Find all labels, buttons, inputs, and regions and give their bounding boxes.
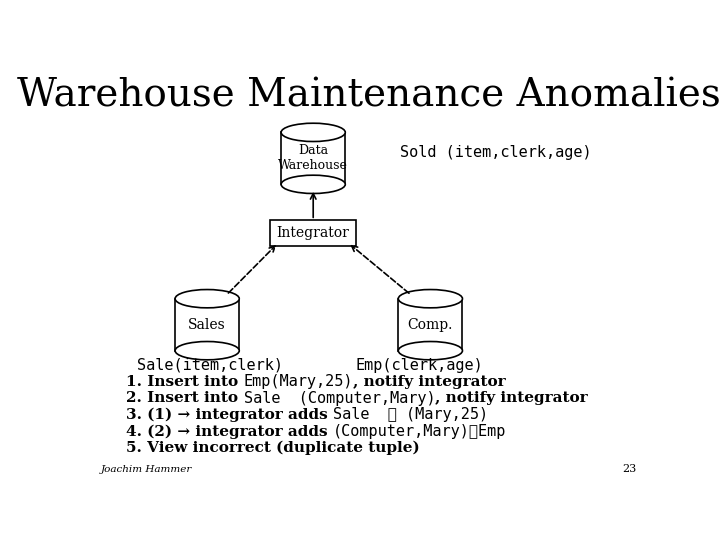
Text: 23: 23 [623, 464, 637, 474]
Ellipse shape [398, 289, 462, 308]
Polygon shape [281, 132, 346, 184]
Text: Comp.: Comp. [408, 318, 453, 332]
Text: Sale(item,clerk): Sale(item,clerk) [138, 357, 284, 373]
Text: , notify integrator: , notify integrator [353, 375, 505, 389]
Ellipse shape [398, 341, 462, 360]
Text: Sold (item,clerk,age): Sold (item,clerk,age) [400, 145, 591, 160]
Text: 1. Insert into: 1. Insert into [126, 375, 243, 389]
Ellipse shape [175, 341, 239, 360]
Text: Emp(clerk,age): Emp(clerk,age) [355, 357, 483, 373]
Text: Sale  (Computer,Mary): Sale (Computer,Mary) [243, 391, 435, 406]
Text: Sales: Sales [189, 318, 226, 332]
Text: Joachim Hammer: Joachim Hammer [101, 465, 192, 474]
Text: 5. View incorrect (duplicate tuple): 5. View incorrect (duplicate tuple) [126, 441, 420, 455]
Polygon shape [175, 299, 239, 350]
Text: Warehouse Maintenance Anomalies: Warehouse Maintenance Anomalies [17, 77, 720, 114]
Text: Data
Warehouse: Data Warehouse [278, 144, 348, 172]
Text: Emp(Mary,25): Emp(Mary,25) [243, 374, 353, 389]
Ellipse shape [281, 175, 346, 193]
Text: , notify integrator: , notify integrator [435, 392, 588, 406]
Ellipse shape [281, 123, 346, 141]
Text: 3. (1) → integrator adds: 3. (1) → integrator adds [126, 408, 333, 422]
Text: (Computer,Mary)⋈Emp: (Computer,Mary)⋈Emp [333, 424, 507, 439]
Ellipse shape [175, 289, 239, 308]
Text: Sale  ⋈ (Mary,25): Sale ⋈ (Mary,25) [333, 407, 488, 422]
FancyBboxPatch shape [270, 220, 356, 246]
Polygon shape [398, 299, 462, 350]
Text: Integrator: Integrator [276, 226, 350, 240]
Text: 2. Insert into: 2. Insert into [126, 392, 243, 406]
Text: 4. (2) → integrator adds: 4. (2) → integrator adds [126, 424, 333, 438]
